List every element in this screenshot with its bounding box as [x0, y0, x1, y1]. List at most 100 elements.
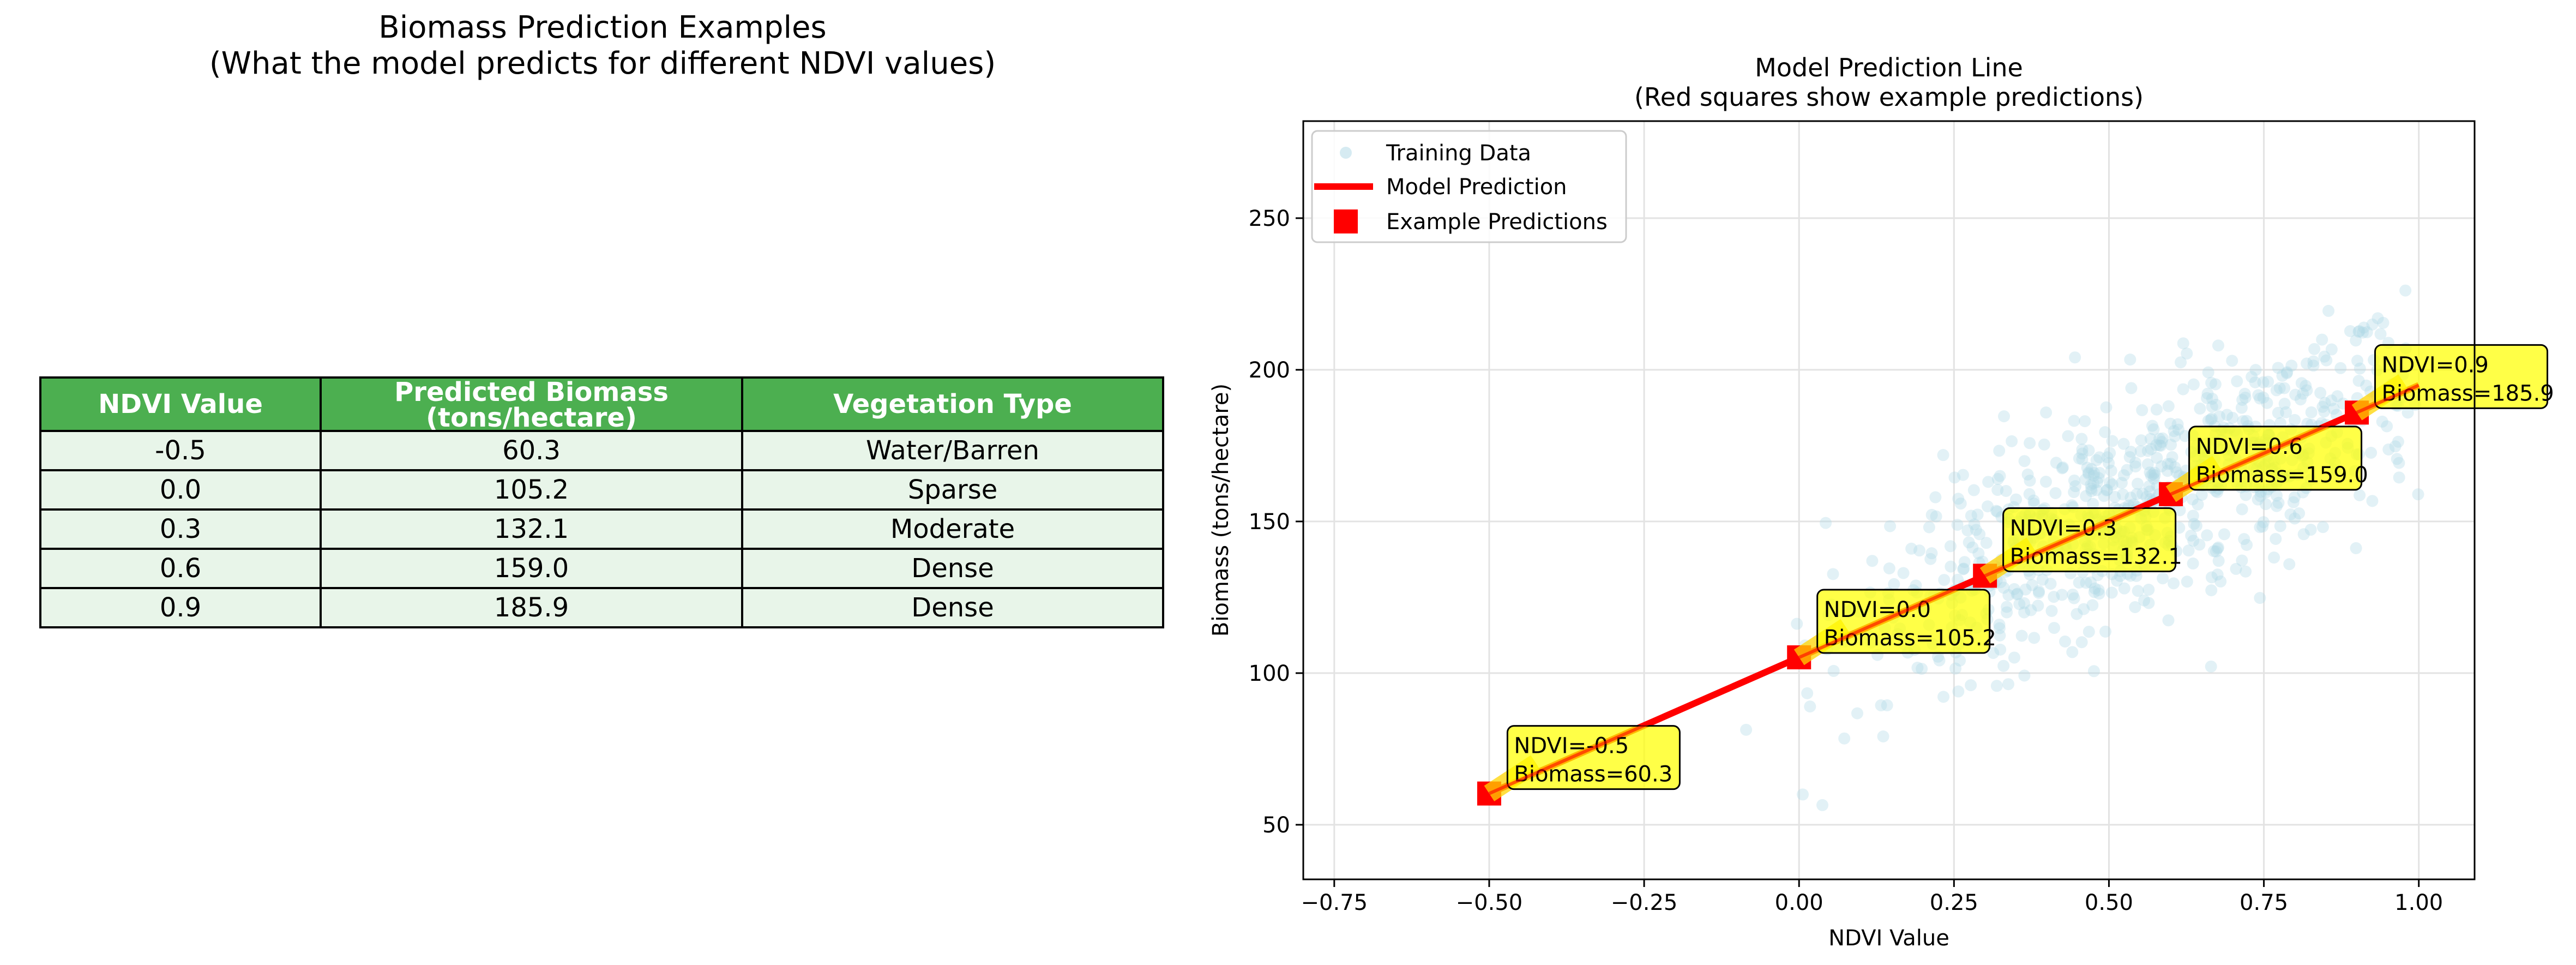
training-point	[2331, 390, 2344, 403]
training-point	[2307, 359, 2320, 372]
training-point	[2188, 518, 2200, 530]
training-point	[1951, 519, 1964, 531]
training-point	[2164, 417, 2177, 430]
training-point	[2252, 493, 2264, 506]
training-point	[2327, 403, 2340, 415]
training-point	[2272, 362, 2284, 374]
training-point	[2202, 415, 2214, 427]
training-point	[2318, 405, 2331, 418]
training-point	[2164, 458, 2177, 470]
training-point	[2281, 366, 2294, 379]
training-point	[2157, 572, 2169, 585]
training-point	[2124, 446, 2137, 458]
training-point	[2288, 491, 2301, 504]
training-point	[2153, 439, 2166, 452]
training-point	[2000, 484, 2012, 497]
annotation-ndvi: NDVI=-0.5	[1514, 734, 1629, 759]
training-point	[1883, 562, 1895, 575]
training-point	[1968, 518, 1981, 531]
training-point	[2276, 369, 2289, 382]
training-point	[2033, 585, 2045, 597]
training-point	[2056, 589, 2068, 601]
training-point	[2166, 451, 2178, 463]
training-point	[1991, 473, 2004, 486]
training-point	[2142, 583, 2155, 596]
training-point	[2212, 541, 2224, 554]
x-tick-label: −0.25	[1611, 890, 1678, 915]
training-point	[2179, 430, 2192, 442]
training-point	[2100, 484, 2113, 496]
annotation-biomass: Biomass=159.0	[2196, 463, 2368, 488]
training-point	[2079, 415, 2091, 428]
training-point	[2280, 367, 2293, 380]
training-point	[2175, 356, 2187, 369]
training-point	[2080, 490, 2092, 502]
training-point	[2205, 571, 2218, 584]
training-point	[2235, 401, 2248, 414]
y-tick-label: 150	[1249, 510, 1290, 535]
training-point	[2088, 586, 2100, 598]
training-point	[2008, 583, 2020, 595]
cell-ndvi: 0.0	[39, 469, 322, 511]
training-point	[2294, 393, 2307, 406]
training-point	[2118, 582, 2130, 595]
training-point	[2352, 375, 2365, 387]
training-point	[2129, 460, 2142, 473]
training-point	[1913, 544, 1925, 557]
training-point	[2001, 606, 2013, 619]
training-point	[2068, 474, 2080, 487]
training-point	[2181, 576, 2193, 588]
training-point	[2374, 328, 2387, 340]
training-point	[2155, 460, 2168, 472]
training-point	[1945, 560, 1957, 573]
training-point	[2088, 466, 2100, 479]
training-point	[2201, 392, 2213, 404]
training-point	[1952, 573, 1964, 586]
training-point	[2305, 406, 2318, 418]
training-point	[2316, 521, 2329, 534]
header-ndvi: NDVI Value	[39, 376, 322, 432]
training-point	[1937, 449, 1949, 461]
training-point	[2256, 520, 2269, 533]
training-point	[2376, 415, 2388, 428]
training-point	[2295, 377, 2308, 389]
training-point	[1910, 579, 1922, 592]
training-point	[2161, 465, 2174, 477]
training-point	[2083, 467, 2095, 480]
training-point	[1923, 521, 1935, 534]
training-point	[1966, 541, 1979, 554]
training-point	[2101, 451, 2114, 464]
y-tick-label: 100	[1249, 661, 1290, 686]
cell-biomass: 159.0	[320, 548, 743, 589]
training-point	[1952, 493, 1965, 505]
training-point	[2241, 538, 2253, 551]
training-point	[2195, 489, 2208, 501]
training-point	[2115, 477, 2128, 489]
training-point	[2301, 384, 2313, 397]
training-point	[2205, 413, 2217, 426]
training-point	[2293, 507, 2306, 519]
training-point	[2083, 626, 2095, 638]
training-point	[2249, 376, 2261, 388]
x-tick-label: 0.00	[1775, 890, 1823, 915]
training-point	[2205, 376, 2218, 389]
training-point	[1954, 654, 1966, 667]
training-point	[1827, 568, 1839, 580]
cell-vegetation: Moderate	[741, 508, 1164, 550]
training-point	[2066, 646, 2079, 658]
cell-biomass: 60.3	[320, 430, 743, 471]
training-point	[2147, 472, 2160, 485]
legend-swatch-marker	[1334, 209, 1358, 233]
cell-vegetation: Dense	[741, 587, 1164, 628]
training-point	[2325, 343, 2338, 356]
training-point	[2209, 378, 2222, 391]
training-point	[2144, 433, 2157, 445]
training-point	[1897, 567, 1910, 579]
training-point	[2006, 435, 2018, 447]
training-point	[2129, 601, 2141, 614]
training-point	[2193, 538, 2206, 551]
training-point	[1816, 799, 1828, 811]
training-point	[1954, 498, 1967, 510]
cell-ndvi: 0.3	[39, 508, 322, 550]
chart-legend: Training Data Model Prediction Example Pre…	[1311, 130, 1627, 243]
